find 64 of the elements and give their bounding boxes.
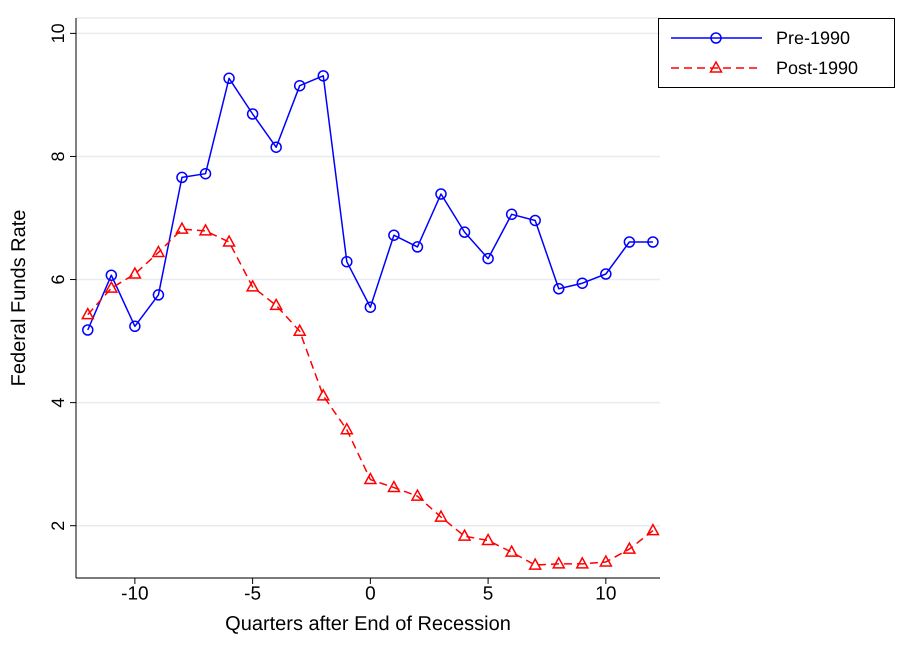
x-tick-label: 0 — [365, 583, 376, 604]
point — [600, 555, 612, 567]
x-tick-label: -10 — [121, 583, 149, 604]
point — [128, 267, 142, 279]
point — [600, 268, 612, 280]
point — [270, 141, 282, 153]
point — [388, 480, 400, 492]
y-tick-label: 6 — [48, 274, 68, 285]
point — [129, 320, 141, 332]
point — [624, 236, 636, 248]
point — [576, 277, 588, 289]
point — [152, 246, 165, 258]
x-tick-label: -5 — [244, 583, 262, 604]
point — [458, 226, 470, 238]
point — [434, 510, 448, 522]
point — [223, 72, 235, 84]
point — [388, 229, 400, 241]
point — [647, 236, 659, 248]
point — [529, 214, 541, 226]
point — [317, 389, 330, 401]
point — [82, 324, 94, 336]
y-tick-label: 4 — [48, 398, 68, 408]
y-axis-title: Federal Funds Rate — [8, 210, 30, 386]
point — [340, 422, 354, 434]
x-tick-label: 10 — [595, 583, 616, 604]
point — [341, 256, 353, 268]
point — [646, 524, 660, 536]
point — [482, 252, 494, 264]
point — [222, 235, 236, 247]
point — [552, 283, 564, 295]
y-tick-label: 10 — [48, 23, 68, 44]
point — [106, 269, 118, 281]
point — [318, 70, 330, 82]
text: Post-1990 — [776, 58, 858, 78]
point — [364, 472, 377, 484]
point — [246, 280, 259, 292]
point — [576, 557, 589, 569]
point — [505, 545, 518, 557]
point — [199, 224, 212, 236]
text: Pre-1990 — [776, 28, 850, 48]
point — [176, 222, 188, 234]
point — [411, 489, 424, 501]
point — [294, 80, 306, 92]
point — [506, 208, 518, 220]
point — [412, 241, 424, 253]
point — [293, 324, 306, 336]
x-axis-title: Quarters after End of Recession — [225, 613, 511, 635]
y-tick-label: 2 — [48, 520, 68, 531]
point — [458, 529, 471, 541]
point — [176, 172, 188, 184]
point — [105, 281, 118, 293]
point — [528, 558, 542, 570]
point — [152, 289, 164, 301]
point — [482, 534, 494, 546]
y-tick-label: 8 — [48, 151, 68, 162]
point — [364, 301, 376, 313]
point — [246, 108, 258, 120]
point — [435, 188, 447, 200]
x-tick-label: 5 — [482, 583, 494, 604]
point — [552, 557, 565, 569]
point — [270, 298, 282, 310]
point — [200, 168, 212, 180]
point — [82, 308, 94, 320]
point — [623, 542, 636, 554]
